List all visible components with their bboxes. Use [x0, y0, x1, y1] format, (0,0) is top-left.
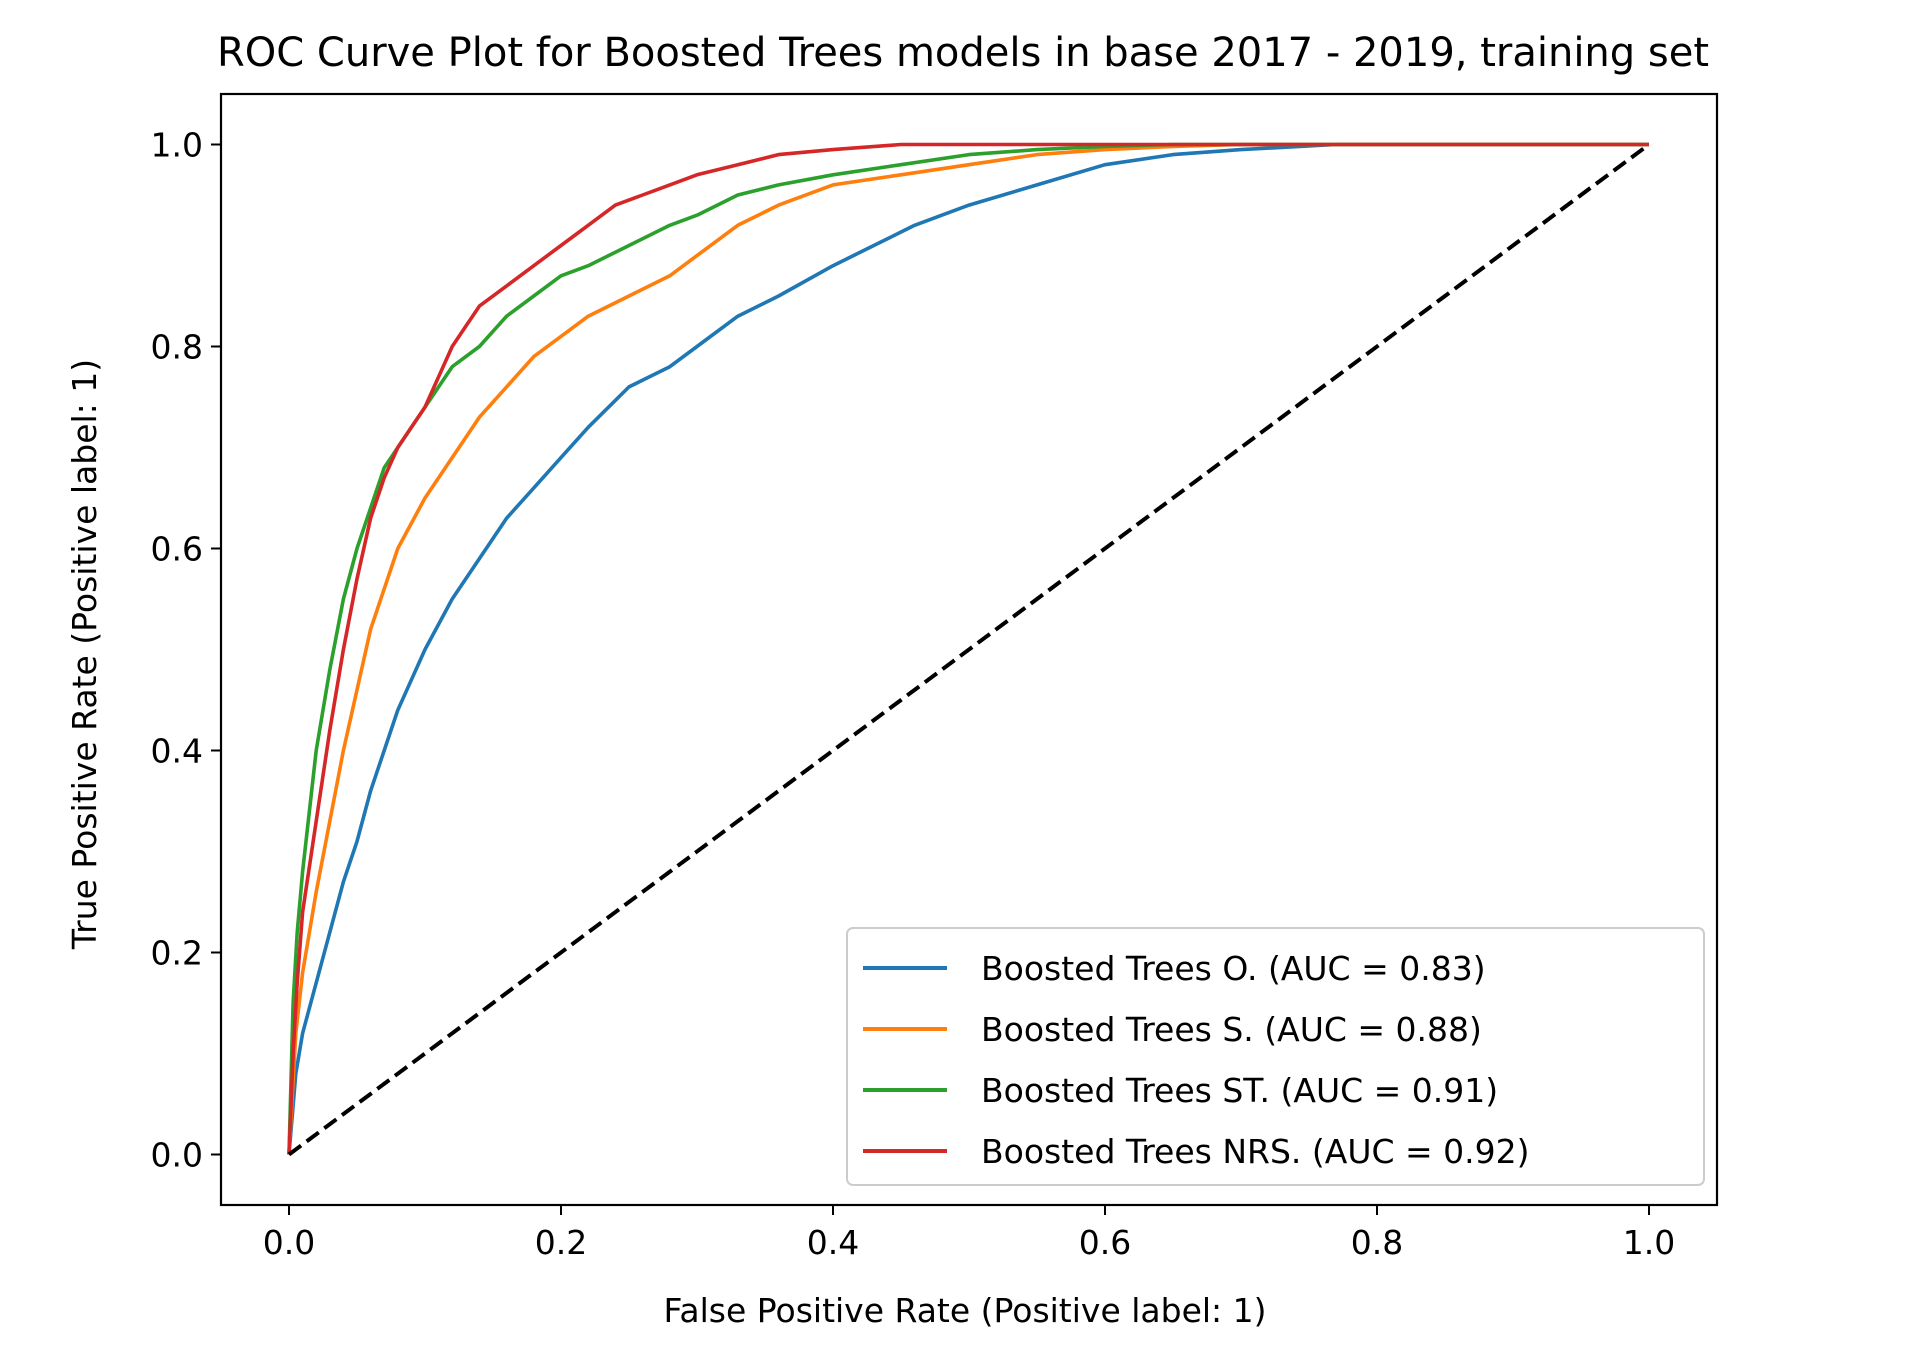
- x-tick-label: 0.6: [1079, 1223, 1131, 1262]
- x-tick-label: 0.8: [1351, 1223, 1403, 1262]
- plot-frame: [219, 92, 1719, 1207]
- legend-entry-label: Boosted Trees ST. (AUC = 0.91): [981, 1071, 1498, 1110]
- roc-series-line-2: [287, 142, 1649, 1155]
- legend-entry-label: Boosted Trees S. (AUC = 0.88): [981, 1010, 1482, 1049]
- x-tick-label: 0.0: [263, 1223, 315, 1262]
- y-tick-label: 0.0: [151, 1136, 203, 1175]
- y-tick-label: 1.0: [151, 126, 203, 165]
- roc-series-line-3: [287, 142, 1649, 1155]
- chart-title: ROC Curve Plot for Boosted Trees models …: [217, 30, 1709, 76]
- x-axis-label: False Positive Rate (Positive label: 1): [663, 1291, 1266, 1330]
- x-axis-ticks: 0.0 0.2 0.4 0.6 0.8 1.0: [263, 1205, 1675, 1262]
- x-tick-label: 1.0: [1623, 1223, 1675, 1262]
- legend-entry-label: Boosted Trees O. (AUC = 0.83): [981, 949, 1486, 988]
- chance-diagonal-line: [287, 142, 1651, 1157]
- legend: Boosted Trees O. (AUC = 0.83) Boosted Tre…: [846, 927, 1705, 1186]
- y-axis-label: True Positive Rate (Positive label: 1): [65, 359, 104, 950]
- plot-lines: [287, 142, 1651, 1157]
- roc-series-line-4: [287, 142, 1649, 1155]
- y-tick-label: 0.4: [151, 732, 203, 771]
- y-tick-label: 0.2: [151, 934, 203, 973]
- x-tick-label: 0.4: [807, 1223, 859, 1262]
- x-tick-label: 0.2: [535, 1223, 587, 1262]
- legend-entry-label: Boosted Trees NRS. (AUC = 0.92): [981, 1132, 1530, 1171]
- y-tick-label: 0.8: [151, 328, 203, 367]
- roc-series-line-1: [287, 142, 1649, 1155]
- y-axis-ticks: 0.0 0.2 0.4 0.6 0.8 1.0: [151, 126, 221, 1175]
- legend-box: [846, 927, 1705, 1186]
- y-tick-label: 0.6: [151, 530, 203, 569]
